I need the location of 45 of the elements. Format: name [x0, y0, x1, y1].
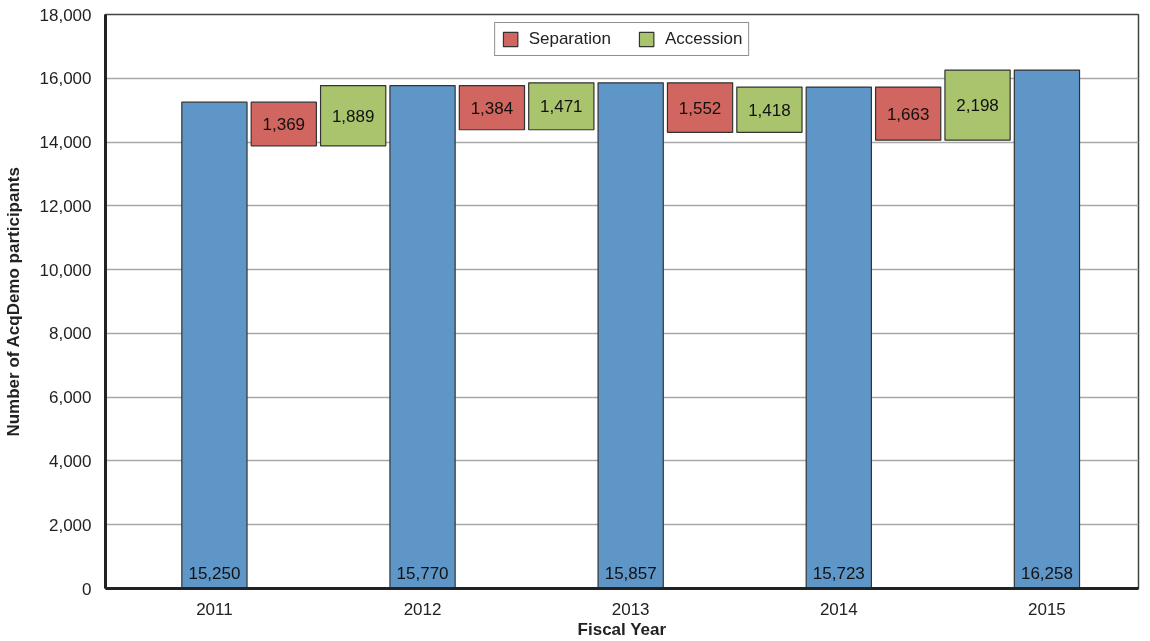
- x-tick-label: 2012: [403, 599, 442, 619]
- data-label: 2,198: [956, 96, 999, 116]
- data-label: 15,723: [812, 563, 865, 583]
- data-label: 1,889: [331, 106, 375, 126]
- bar: [597, 82, 664, 589]
- bar: [319, 85, 387, 147]
- x-tick-label: 2011: [196, 599, 233, 619]
- data-label: 1,471: [540, 97, 583, 117]
- y-tick-label: 14,000: [39, 133, 92, 153]
- bar: [250, 101, 317, 147]
- y-tick-label: 0: [82, 579, 92, 599]
- y-tick-label: 8,000: [48, 324, 92, 344]
- bar: [1013, 69, 1081, 589]
- data-label: 16,258: [1020, 563, 1073, 583]
- data-label: 1,552: [678, 98, 722, 118]
- y-tick-label: 10,000: [39, 260, 92, 280]
- bar: [805, 86, 872, 589]
- bar: [389, 85, 456, 589]
- data-label: 1,418: [748, 100, 791, 120]
- data-label: 1,384: [470, 98, 514, 118]
- data-label: 1,369: [262, 115, 306, 135]
- bar: [458, 85, 526, 131]
- data-label: 1,663: [886, 104, 930, 124]
- legend-label: Separation: [528, 29, 611, 49]
- y-tick-label: 12,000: [39, 196, 92, 216]
- bar: [944, 69, 1011, 141]
- y-tick-label: 6,000: [48, 388, 92, 408]
- y-tick-label: 16,000: [39, 69, 92, 89]
- data-label: 15,770: [396, 563, 449, 583]
- y-tick-label: 2,000: [48, 515, 92, 535]
- x-axis-title: Fiscal Year: [577, 619, 667, 639]
- bar: [528, 82, 595, 131]
- data-label: 15,250: [188, 563, 241, 583]
- x-tick-label: 2014: [819, 599, 858, 619]
- y-tick-label: 18,000: [39, 5, 92, 25]
- bar: [736, 86, 803, 133]
- y-tick-label: 4,000: [48, 451, 92, 471]
- data-label: 15,857: [604, 563, 657, 583]
- x-tick-label: 2015: [1028, 599, 1066, 619]
- y-axis-title: Number of AcqDemo participants: [3, 167, 23, 437]
- legend-label: Accession: [664, 29, 743, 49]
- x-tick-label: 2013: [611, 599, 650, 619]
- bar: [874, 86, 942, 141]
- bar: [666, 82, 734, 133]
- bar: [181, 101, 248, 589]
